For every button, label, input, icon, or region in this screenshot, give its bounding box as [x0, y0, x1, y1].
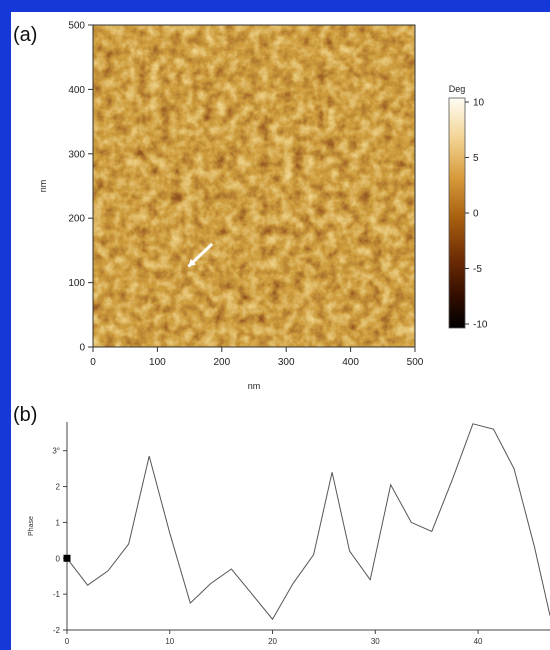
profile-cursor-marker [63, 554, 71, 562]
afm-x-axis-label: nm [248, 381, 261, 391]
panel-b-label: (b) [13, 404, 38, 426]
afm-phase-image [93, 25, 415, 347]
profile-x-tick-label: 0 [65, 637, 70, 646]
profile-y-tick-label: 2 [56, 483, 61, 492]
afm-x-tick-label: 100 [149, 357, 166, 368]
afm-y-tick-label: 500 [68, 21, 85, 32]
afm-x-tick-label: 0 [90, 357, 96, 368]
phase-profile-line [66, 423, 550, 621]
figure-canvas: (a) 0 100 200 300 400 500 0 100 200 300 40 [11, 12, 550, 650]
colorbar-tick-label: -5 [473, 264, 482, 275]
colorbar-tick-label: -10 [473, 320, 488, 331]
profile-y-axis-label: Phase [28, 516, 35, 536]
afm-y-tick-label: 100 [68, 278, 85, 289]
afm-x-tick-label: 200 [213, 357, 230, 368]
afm-x-tick-label: 300 [278, 357, 295, 368]
panel-a-label: (a) [13, 24, 38, 46]
colorbar-tick-label: 10 [473, 98, 485, 109]
afm-texture [93, 25, 415, 347]
afm-y-tick-label: 300 [68, 149, 85, 160]
colorbar-tick-label: 5 [473, 153, 479, 164]
profile-x-tick-label: 20 [268, 637, 277, 646]
profile-y-tick-label: 1 [56, 518, 61, 527]
profile-y-tick-label: 0 [56, 554, 61, 563]
afm-x-tick-label: 400 [342, 357, 359, 368]
colorbar-title: Deg [449, 84, 466, 94]
profile-x-tick-label: 40 [474, 637, 483, 646]
profile-x-tick-label: 30 [371, 637, 380, 646]
colorbar [448, 97, 466, 329]
afm-y-tick-label: 0 [79, 343, 85, 354]
profile-y-tick-label: -2 [53, 626, 61, 635]
afm-y-tick-label: 400 [68, 85, 85, 96]
afm-frame [92, 24, 416, 348]
afm-y-axis-label: nm [38, 180, 48, 193]
afm-axes: 0 100 200 300 400 5000100200300400500nmnmDeg1… [38, 21, 488, 392]
afm-y-tick-label: 200 [68, 214, 85, 225]
profile-x-tick-label: 10 [165, 637, 174, 646]
arrow-head [188, 258, 197, 267]
profile-y-tick-label: -1 [53, 590, 61, 599]
afm-x-tick-label: 500 [407, 357, 424, 368]
colorbar-tick-label: 0 [473, 209, 479, 220]
profile-y-tick-label: 3° [52, 447, 60, 456]
